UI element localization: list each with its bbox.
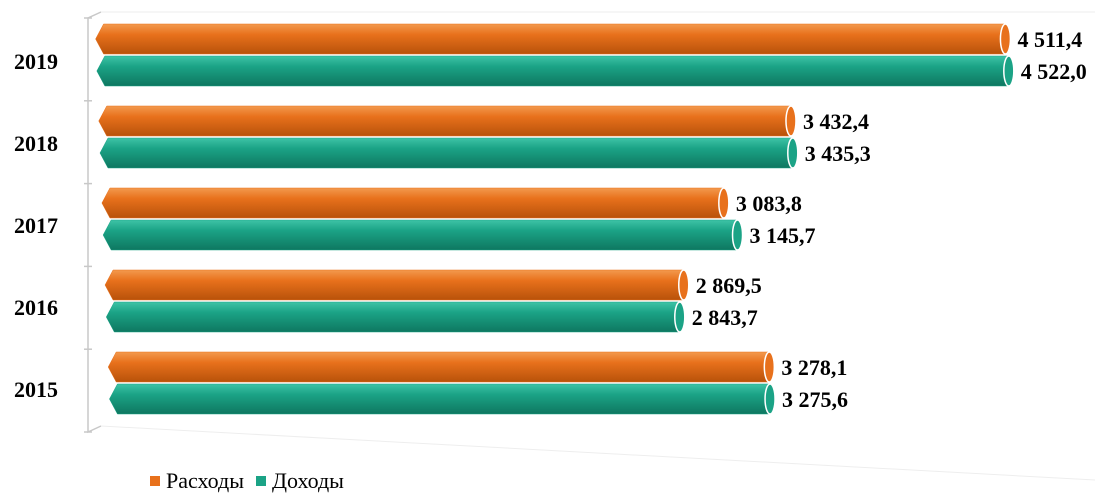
value-label-expenses-2016: 2 869,5 <box>696 273 762 298</box>
value-label-expenses-2015: 3 278,1 <box>781 355 847 380</box>
bar-expenses-2019 <box>95 23 1012 55</box>
bar-body <box>109 383 771 415</box>
bar-income-2019 <box>96 55 1015 87</box>
bar-income-2015 <box>109 383 776 415</box>
legend-label-expenses: Расходы <box>166 468 244 493</box>
bar-end-cap <box>999 23 1012 55</box>
bar-body <box>98 105 792 137</box>
bar-end-cap <box>731 219 744 251</box>
bar-body <box>102 219 738 251</box>
category-label-2018: 2018 <box>14 131 58 156</box>
bar-body <box>105 301 681 333</box>
category-label-2015: 2015 <box>14 377 58 402</box>
value-label-expenses-2017: 3 083,8 <box>736 191 802 216</box>
legend-swatch-expenses <box>150 476 160 486</box>
bar-body <box>99 137 794 169</box>
bar-body <box>95 23 1006 55</box>
bar-expenses-2015 <box>107 351 776 383</box>
legend-item-income: Доходы <box>255 468 344 494</box>
value-label-expenses-2018: 3 432,4 <box>803 109 869 134</box>
value-label-income-2015: 3 275,6 <box>782 387 848 412</box>
value-label-income-2019: 4 522,0 <box>1021 59 1087 84</box>
value-label-expenses-2019: 4 511,4 <box>1017 27 1082 52</box>
legend-label-income: Доходы <box>271 468 344 493</box>
legend-swatch-income <box>255 476 266 486</box>
bar-income-2018 <box>99 137 799 169</box>
bar-body <box>104 269 685 301</box>
category-label-2017: 2017 <box>14 213 58 238</box>
bar-end-cap <box>764 383 776 415</box>
category-label-2019: 2019 <box>14 49 58 74</box>
bar-expenses-2016 <box>104 269 690 301</box>
bar-expenses-2017 <box>101 187 730 219</box>
bar-income-2016 <box>105 301 686 333</box>
bar-end-cap <box>1003 55 1015 87</box>
value-label-income-2018: 3 435,3 <box>805 141 871 166</box>
bar-end-cap <box>763 351 776 383</box>
value-label-income-2016: 2 843,7 <box>692 305 758 330</box>
bar-expenses-2018 <box>98 105 797 137</box>
bar-income-2017 <box>102 219 744 251</box>
bar-end-cap <box>785 105 797 137</box>
value-label-income-2017: 3 145,7 <box>750 223 816 248</box>
legend: Расходы Доходы <box>150 468 356 494</box>
bar-body <box>107 351 770 383</box>
category-label-2016: 2016 <box>14 295 58 320</box>
legend-item-expenses: Расходы <box>150 468 244 494</box>
bar-body <box>96 55 1010 87</box>
y-axis-line <box>87 11 102 434</box>
bar-end-cap <box>678 269 690 301</box>
bar-end-cap <box>718 187 730 219</box>
bar-end-cap <box>787 137 799 169</box>
bar-body <box>101 187 725 219</box>
bar-end-cap <box>674 301 686 333</box>
floor-edge <box>100 425 1096 481</box>
